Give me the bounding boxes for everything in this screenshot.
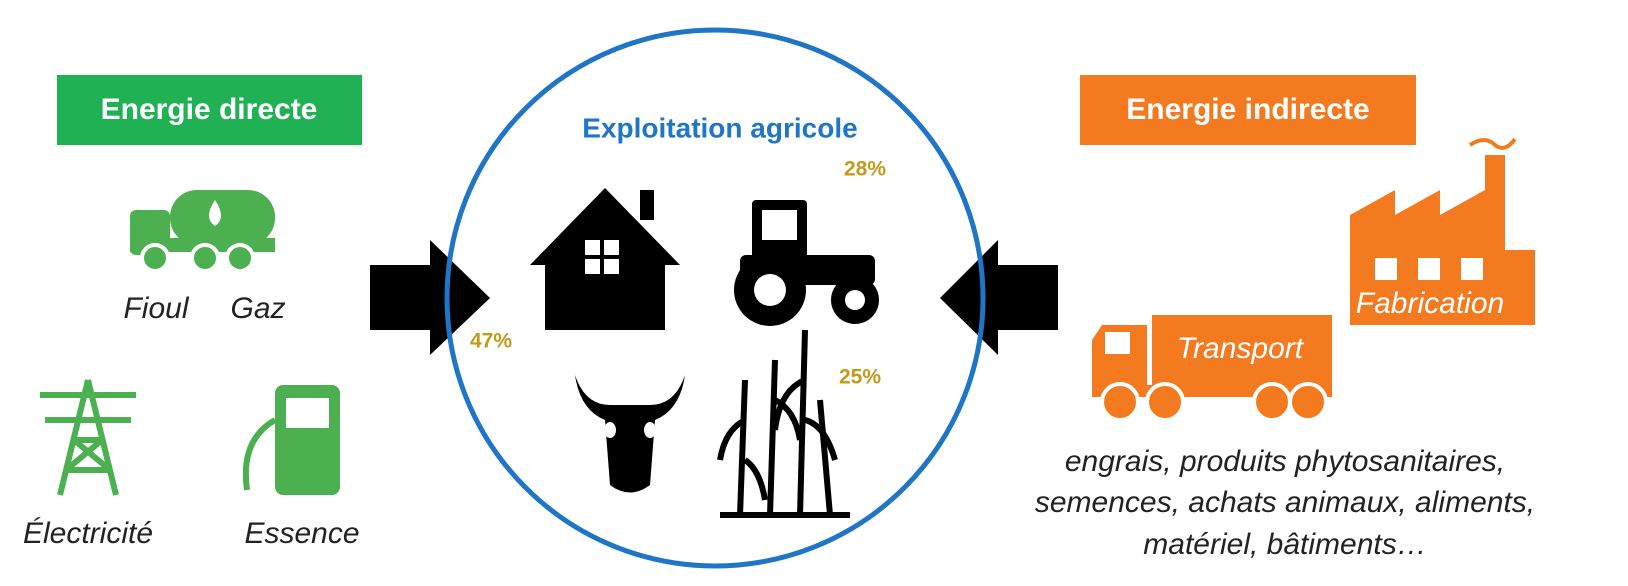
source-label: Gaz — [230, 292, 285, 325]
share-label: 28% — [844, 158, 886, 181]
source-label: Électricité — [23, 517, 153, 550]
house-icon — [530, 188, 680, 330]
pump-icon — [242, 385, 340, 495]
corn-icon — [717, 329, 850, 518]
tanker-icon — [130, 190, 275, 273]
arrow-in — [940, 240, 1058, 355]
source-label: Essence — [244, 517, 359, 550]
description-line: semences, achats animaux, aliments, — [1035, 486, 1535, 519]
farm-title: Exploitation agricole — [582, 112, 857, 143]
source-label: Fioul — [123, 292, 189, 325]
description-line: matériel, bâtiments… — [1143, 528, 1426, 561]
share-label: 25% — [839, 366, 881, 389]
tractor-icon — [734, 200, 879, 326]
truck-icon — [1092, 315, 1332, 422]
arrow-in — [370, 240, 490, 355]
indirect-title: Energie indirecte — [1126, 93, 1369, 126]
indirect-box — [1080, 75, 1416, 145]
direct-box — [57, 75, 362, 145]
description-line: engrais, produits phytosanitaires, — [1065, 445, 1505, 478]
direct-title: Energie directe — [101, 93, 318, 126]
share-label: 47% — [470, 330, 512, 353]
cow-icon — [575, 375, 685, 493]
factory-icon — [1350, 137, 1535, 325]
farm-circle — [444, 27, 986, 569]
fabrication-label: Fabrication — [1356, 287, 1504, 320]
pylon-icon — [40, 379, 136, 496]
transport-label: Transport — [1177, 332, 1305, 365]
